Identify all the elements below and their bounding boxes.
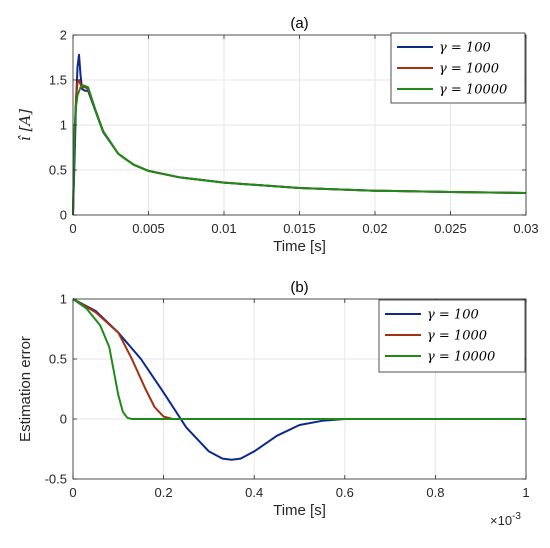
y-tick-label: 1.5 (49, 73, 67, 88)
y-tick-label: 0 (60, 208, 67, 223)
y-tick-label: 0 (60, 412, 67, 427)
legend-label-1: γ = 1000 (439, 62, 499, 77)
y-tick-label: 2 (60, 28, 67, 43)
x-exponent-power: -3 (512, 511, 521, 522)
legend-label-2: γ = 10000 (427, 350, 495, 365)
x-tick-label: 0.03 (513, 221, 538, 236)
panel-a: 0 0.005 0.01 0.015 0.02 0.025 0.03 0 0.5 1 1.5 2 (a)… (16, 15, 539, 255)
x-tick-label: 0.025 (434, 221, 467, 236)
chart-title: (a) (290, 15, 308, 32)
chart-title: (b) (290, 279, 308, 296)
x-exponent-base: ×10 (490, 513, 512, 528)
y-tick-label: -0.5 (45, 472, 67, 487)
legend-label-1: γ = 1000 (427, 329, 487, 344)
series-line-2 (72, 298, 526, 420)
x-axis-label: Time [s] (273, 502, 326, 519)
x-axis-label: Time [s] (273, 238, 326, 255)
y-tick-label: 1 (60, 118, 67, 133)
x-tick-label: 0.4 (245, 485, 263, 500)
x-tick-label: 1 (522, 485, 529, 500)
x-tick-label: 0.8 (426, 485, 444, 500)
x-tick-label: 0.015 (283, 221, 316, 236)
x-tick-label: 0.2 (155, 485, 173, 500)
panel-b: 0 0.2 0.4 0.6 0.8 1-0.500.51(b)Time [s]Estima… (17, 279, 530, 528)
y-tick-label: 0.5 (49, 163, 67, 178)
series-line-2 (72, 84, 527, 216)
y-tick-label: 1 (60, 292, 67, 307)
y-axis-label: î [A] (16, 109, 34, 141)
legend-label-0: γ = 100 (427, 308, 479, 323)
x-tick-label: 0.005 (132, 221, 165, 236)
x-tick-label: 0.01 (211, 221, 236, 236)
x-tick-label: 0.02 (362, 221, 387, 236)
legend-label-2: γ = 10000 (439, 83, 507, 98)
x-tick-label: 0.6 (336, 485, 354, 500)
y-tick-label: 0.5 (49, 352, 67, 367)
y-axis-label: Estimation error (17, 336, 34, 442)
axes-frame (72, 298, 527, 480)
x-tick-label: 0 (69, 485, 76, 500)
legend-label-0: γ = 100 (439, 41, 491, 56)
x-tick-label: 0 (69, 221, 76, 236)
x-exponent-label: ×10-3 (490, 511, 521, 528)
